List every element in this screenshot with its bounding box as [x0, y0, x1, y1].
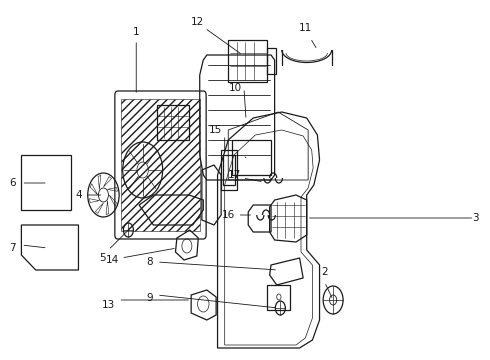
- Bar: [232, 140, 271, 175]
- Text: 12: 12: [191, 17, 204, 27]
- Text: 2: 2: [321, 267, 328, 277]
- Text: 8: 8: [147, 257, 153, 267]
- Text: 13: 13: [102, 300, 115, 310]
- Text: 7: 7: [9, 243, 16, 253]
- Text: 9: 9: [147, 293, 153, 303]
- Text: 11: 11: [299, 23, 312, 33]
- Bar: [157, 105, 189, 140]
- Text: 15: 15: [209, 125, 222, 135]
- Bar: [268, 285, 290, 310]
- Text: 3: 3: [472, 213, 479, 223]
- Text: 6: 6: [9, 178, 16, 188]
- Text: 4: 4: [75, 190, 82, 200]
- Text: 17: 17: [227, 170, 241, 180]
- Text: 1: 1: [133, 27, 140, 37]
- Text: 16: 16: [221, 210, 235, 220]
- Bar: [228, 40, 268, 82]
- Bar: [221, 150, 237, 190]
- Text: 5: 5: [98, 253, 105, 263]
- Text: 10: 10: [229, 83, 242, 93]
- Bar: [268, 48, 276, 74]
- Text: 14: 14: [106, 255, 120, 265]
- Bar: [223, 155, 235, 185]
